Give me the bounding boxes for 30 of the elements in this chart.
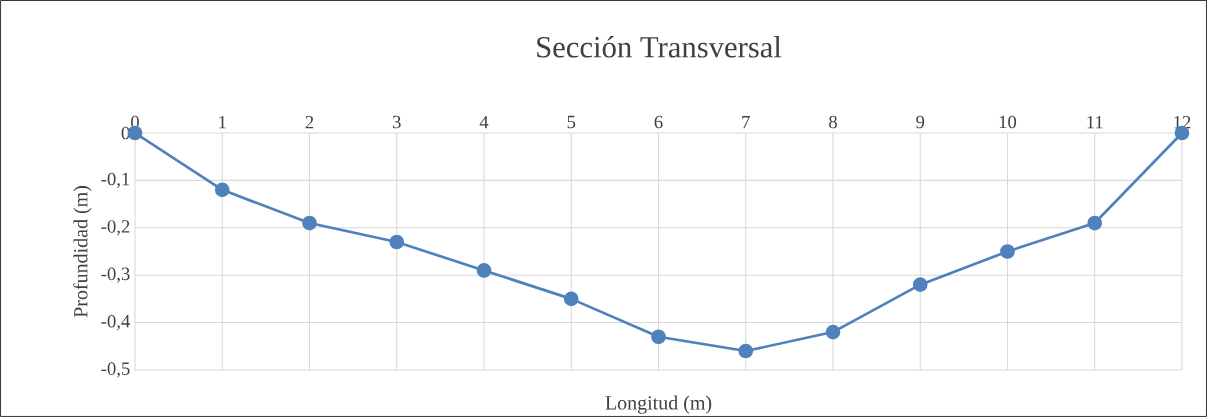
x-tick-label: 2 bbox=[305, 115, 314, 129]
chart-title: Sección Transversal bbox=[537, 35, 782, 58]
point bbox=[912, 277, 928, 293]
y-tick-label: -0,3 bbox=[101, 267, 130, 283]
point bbox=[563, 291, 579, 307]
x-tick-label: 4 bbox=[479, 115, 489, 129]
point bbox=[389, 234, 405, 250]
y-tick-label: -0,1 bbox=[101, 172, 130, 189]
x-tick-label: 3 bbox=[392, 115, 401, 129]
x-tick-label: 9 bbox=[916, 115, 925, 129]
x-tick-label: 5 bbox=[567, 115, 576, 129]
x-axis-title: Longitud (m) bbox=[605, 395, 712, 414]
y-axis-title: Profundidad (m) bbox=[73, 186, 92, 318]
y-tick-label: -0,4 bbox=[101, 314, 131, 331]
point bbox=[302, 215, 317, 231]
y-tick-label: -0,2 bbox=[101, 220, 130, 236]
x-tick-label: 10 bbox=[999, 115, 1017, 129]
point bbox=[825, 324, 841, 340]
x-tick-label: 7 bbox=[742, 116, 750, 129]
point bbox=[738, 343, 754, 359]
point bbox=[1000, 244, 1015, 259]
point bbox=[476, 263, 492, 278]
x-tick-label: 8 bbox=[829, 115, 837, 129]
point bbox=[651, 329, 666, 345]
x-tick-label: 6 bbox=[654, 115, 663, 129]
x-tick-label: 1 bbox=[219, 115, 226, 129]
point bbox=[1087, 215, 1103, 231]
x-tick-label: 11 bbox=[1087, 115, 1103, 129]
y-tick-label: -0,5 bbox=[101, 362, 130, 378]
point bbox=[214, 182, 230, 198]
